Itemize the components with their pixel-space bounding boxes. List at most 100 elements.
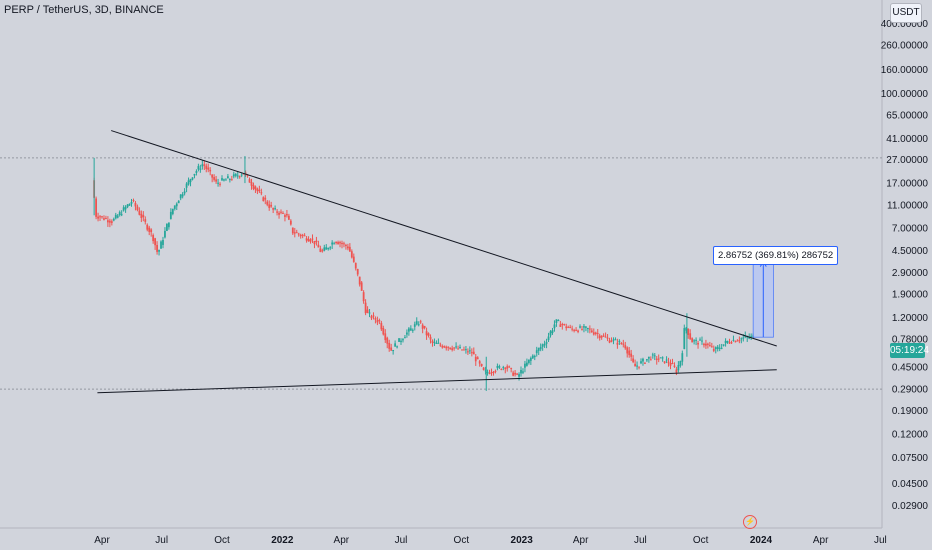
candle-up (162, 239, 164, 245)
candle-up (533, 355, 536, 358)
candle-up (193, 173, 196, 176)
candle-down (600, 335, 603, 338)
candle-down (630, 353, 633, 357)
candle-down (708, 345, 711, 347)
candle-up (685, 327, 688, 331)
candle-up (646, 359, 648, 361)
candle-up (531, 355, 534, 359)
candle-up (722, 344, 725, 346)
candle-up (498, 366, 501, 368)
price-tick-label: 7.00000 (892, 224, 929, 235)
candle-down (441, 346, 444, 348)
candle-down (99, 216, 101, 218)
candle-up (402, 339, 404, 341)
candle-up (226, 176, 229, 179)
candle-down (592, 332, 595, 335)
price-tick-label: 65.00000 (886, 111, 928, 122)
candle-down (254, 186, 257, 190)
candle-down (606, 337, 609, 339)
candle-down (250, 182, 253, 186)
candle-down (297, 233, 300, 235)
candle-up (130, 201, 133, 204)
price-tick-label: 1.20000 (892, 313, 929, 324)
candle-down (286, 214, 288, 216)
candle-down (156, 244, 158, 252)
candle-up (201, 164, 204, 167)
candle-down (567, 326, 570, 328)
candle-down (439, 344, 442, 346)
candle-up (459, 346, 461, 348)
time-tick-label: Jul (874, 535, 887, 546)
candle-up (537, 348, 540, 351)
candle-down (508, 366, 511, 368)
candle-down (705, 343, 707, 346)
candle-down (262, 197, 265, 201)
candle-up (404, 337, 406, 339)
candle-up (232, 174, 235, 177)
candle-up (693, 340, 696, 342)
candle-down (134, 203, 137, 207)
price-tick-label: 41.00000 (886, 134, 928, 145)
candle-down (728, 342, 731, 344)
candle-down (335, 241, 337, 244)
candle-up (415, 321, 418, 325)
candle-down (577, 330, 579, 332)
candle-up (518, 374, 520, 377)
candle-up (323, 247, 326, 251)
candle-up (486, 371, 489, 373)
candle-down (594, 332, 597, 334)
candle-up (329, 247, 332, 249)
candle-down (590, 330, 593, 332)
candle-down (608, 340, 611, 343)
candle-down (504, 367, 507, 369)
candle-down (445, 346, 448, 349)
candle-up (116, 215, 119, 218)
candle-down (299, 234, 302, 237)
candle-down (293, 232, 296, 234)
candle-up (118, 212, 121, 215)
candle-up (647, 356, 650, 359)
candle-up (661, 357, 664, 359)
candle-up (274, 208, 277, 210)
candle-down (691, 338, 694, 343)
candle-up (195, 171, 198, 173)
candle-down (388, 342, 391, 349)
candle-down (301, 234, 304, 236)
lightning-icon[interactable]: ⚡ (743, 515, 757, 529)
candle-up (695, 339, 697, 341)
candle-up (181, 194, 184, 197)
candle-down (276, 211, 278, 213)
currency-button[interactable]: USDT (890, 3, 922, 23)
candle-down (252, 184, 255, 189)
candle-up (128, 203, 131, 206)
candle-up (651, 354, 654, 356)
candle-down (362, 292, 365, 302)
candle-up (496, 366, 499, 368)
candle-up (396, 346, 398, 348)
candle-down (354, 262, 357, 269)
candle-up (502, 367, 505, 369)
candle-up (555, 319, 558, 323)
price-tick-label: 160.00000 (881, 65, 929, 76)
price-tick-label: 0.02900 (892, 501, 929, 512)
candle-down (132, 200, 135, 202)
candle-down (309, 239, 312, 242)
time-tick-label: Oct (214, 535, 230, 546)
descending-trendline[interactable] (111, 130, 777, 347)
candle-up (659, 357, 662, 359)
candle-down (305, 238, 308, 241)
candle-up (524, 363, 526, 368)
candle-down (260, 192, 263, 194)
candle-down (463, 349, 465, 351)
candle-up (545, 342, 548, 344)
time-tick-label: Oct (693, 535, 709, 546)
candle-down (152, 235, 155, 242)
candle-up (681, 353, 684, 362)
candle-down (461, 349, 463, 351)
candle-up (409, 328, 412, 331)
candle-up (720, 347, 723, 349)
candle-up (520, 369, 522, 374)
price-tick-label: 2.90000 (892, 268, 929, 279)
support-trendline[interactable] (97, 369, 777, 394)
